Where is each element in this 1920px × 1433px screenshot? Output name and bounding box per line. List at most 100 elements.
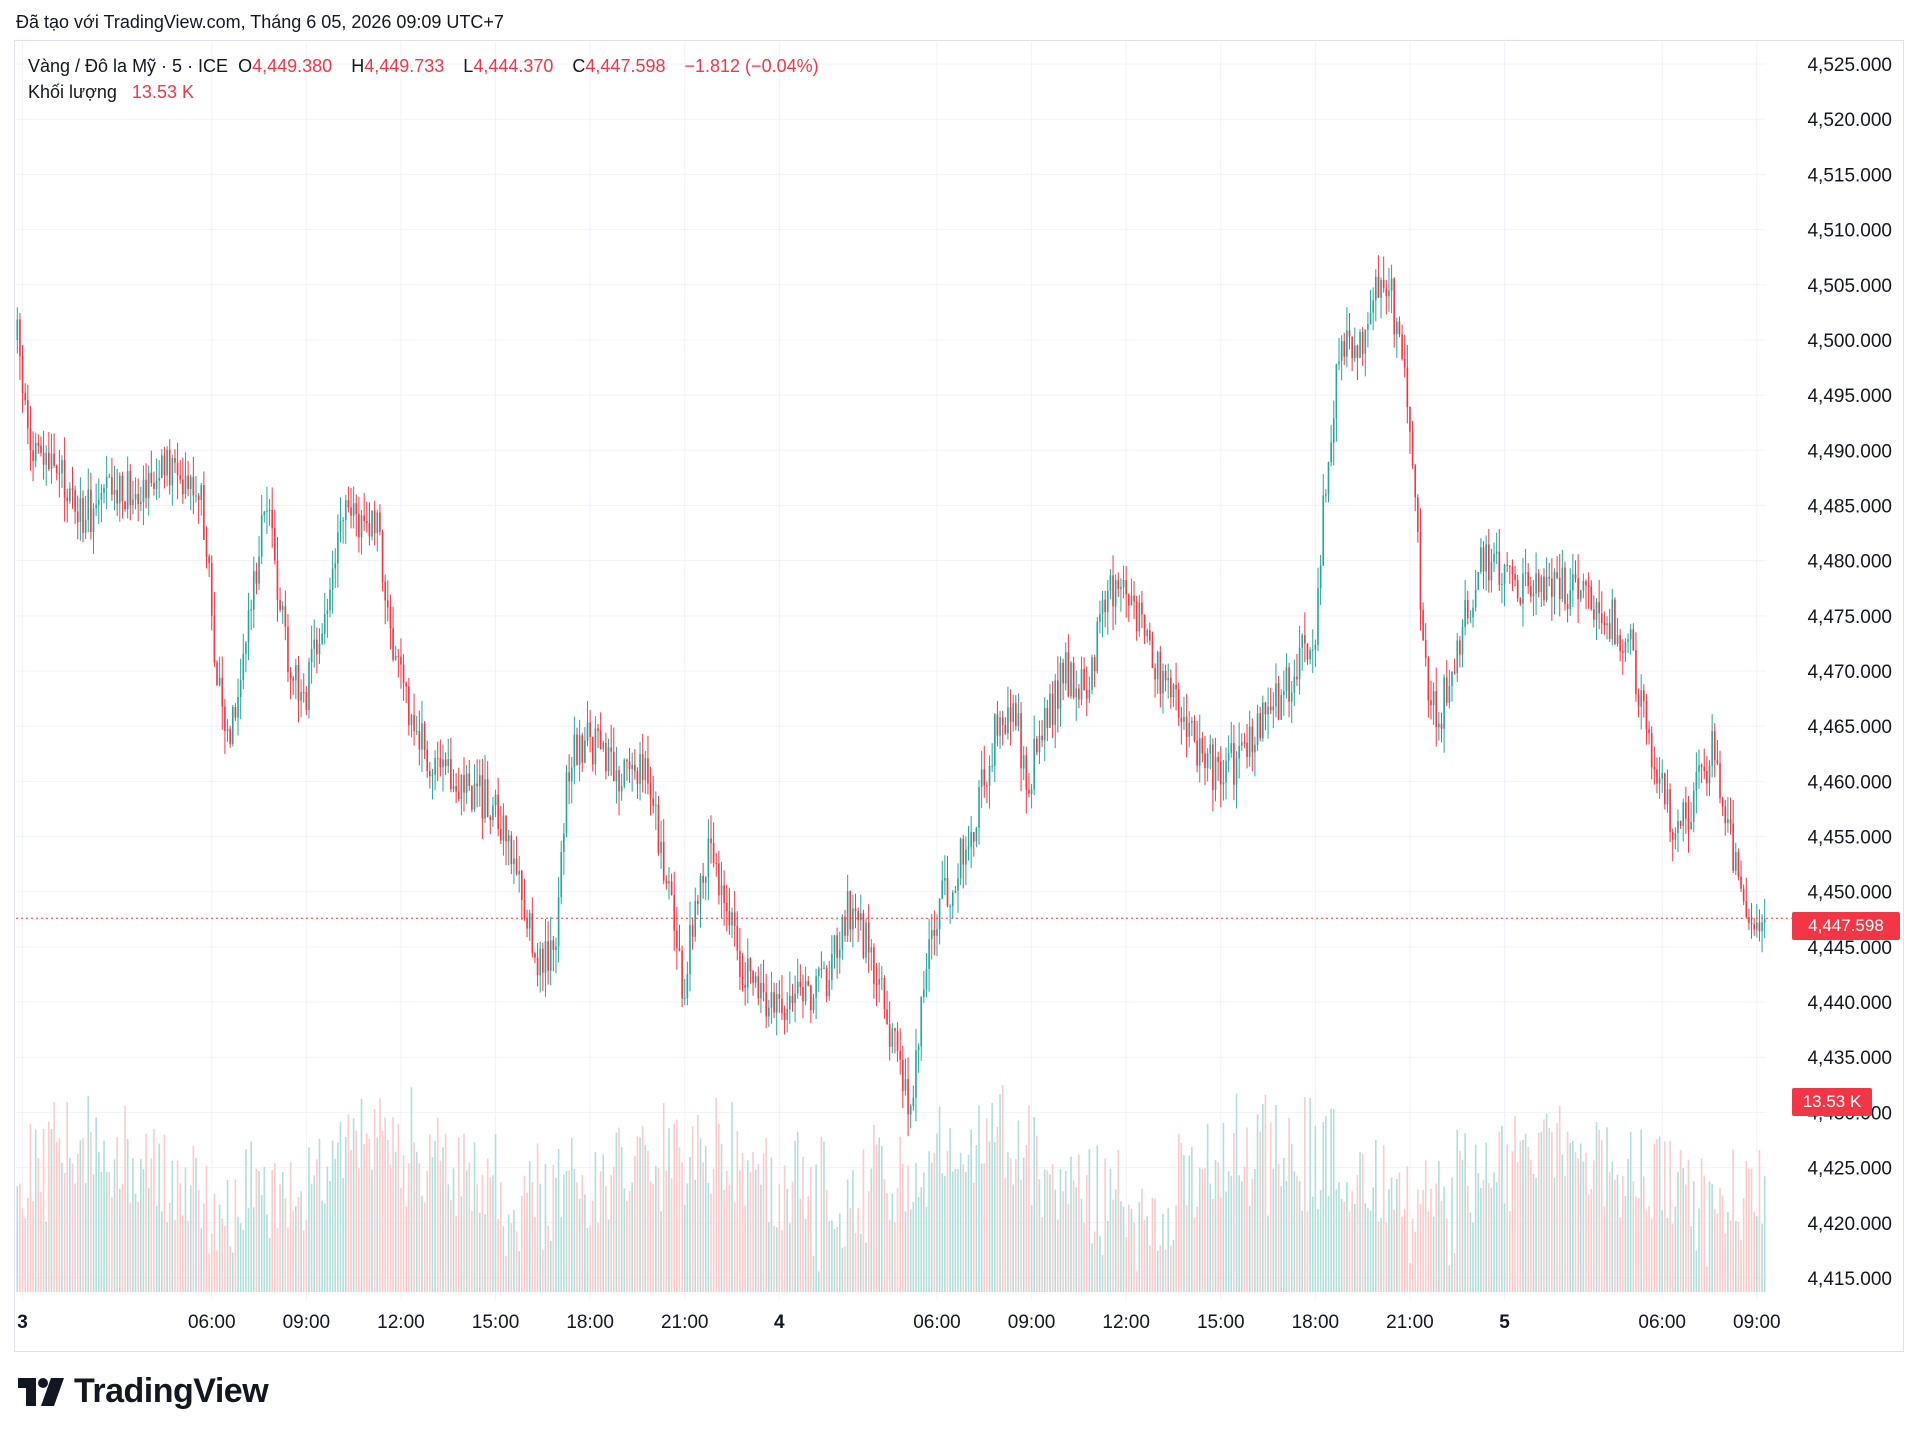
volume-bar [1219,1197,1222,1292]
candle-body [649,783,652,799]
volume-bar [1440,1200,1443,1292]
volume-bar [1277,1163,1280,1292]
candle-body [1311,649,1314,651]
candle-body [610,747,612,752]
volume-bar [1401,1216,1403,1292]
volume-bar [481,1174,484,1292]
candle-body [1283,691,1285,696]
candle-body [639,753,641,784]
candle-body [631,764,633,769]
candle-body [1422,610,1424,641]
volume-bar [1598,1130,1600,1292]
candle-body [310,648,313,663]
volume-bar [502,1226,505,1292]
volume-bar [284,1198,287,1292]
volume-bar [1343,1201,1346,1292]
volume-bar [912,1202,915,1292]
candle-body [1511,566,1514,575]
volume-bar [1290,1143,1293,1292]
candle-body [993,714,996,766]
candle-body [907,1079,909,1115]
volume-bar [1227,1171,1230,1292]
volume-bar [192,1145,195,1292]
candle-body [854,908,857,912]
volume-bar [1577,1158,1579,1292]
candle-body [1540,576,1543,593]
volume-bar [287,1227,289,1292]
volume-bar [484,1214,486,1292]
volume-bar [394,1151,397,1292]
volume-bar [1629,1131,1632,1292]
candle-body [402,664,405,683]
volume-bar [668,1127,670,1292]
volume-bar [355,1130,358,1292]
candle-body [134,494,137,500]
candle-body [746,958,749,988]
candle-body [1317,588,1319,645]
candle-body [715,863,718,865]
volume-bar [1382,1144,1385,1292]
volume-bar [697,1114,699,1292]
volume-bar [153,1128,155,1292]
candle-body [1658,778,1661,784]
candle-body [807,981,810,986]
volume-bar [547,1225,549,1292]
candle-body [1261,702,1264,739]
volume-bar [118,1188,121,1292]
volume-bar [1112,1199,1114,1292]
volume-bar [1025,1144,1028,1292]
volume-bar [544,1164,547,1292]
volume-bar [334,1158,337,1292]
volume-bar [523,1175,526,1292]
candle-body [1064,652,1067,684]
volume-bar [641,1126,644,1292]
volume-bar [1372,1187,1374,1292]
volume-bar [1164,1249,1167,1292]
volume-bar [660,1211,662,1292]
symbol-label[interactable]: Vàng / Đô la Mỹ · 5 · ICE [28,56,229,76]
candle-body [1453,671,1456,674]
volume-bar [316,1159,318,1292]
volume-bar [1204,1168,1206,1292]
candle-body [949,906,951,908]
volume-bar [1259,1131,1261,1292]
candle-body [258,556,260,584]
volume-bar [967,1154,970,1292]
volume-bar [302,1230,305,1292]
volume-bar [1445,1218,1448,1292]
volume-bar [1041,1217,1043,1292]
volume-bar [1661,1210,1664,1292]
volume-bar [1490,1187,1493,1292]
candle-body [865,922,867,958]
volume-bar [1091,1243,1093,1292]
volume-bar [975,1145,978,1292]
volume-bar [954,1168,957,1292]
tradingview-logo[interactable]: TradingView [18,1372,269,1411]
candle-body [226,728,229,732]
time-tick: 18:00 [566,1312,614,1333]
candle-body [691,924,694,937]
volume-bar [429,1134,431,1292]
time-tick: 12:00 [1102,1312,1150,1333]
volume-bar [1007,1152,1009,1292]
volume-bar [549,1241,552,1292]
candle-body [147,472,150,498]
volume-bar [770,1157,773,1292]
price-tick: 4,485.000 [1807,496,1892,517]
volume-bar [1256,1114,1259,1292]
candle-body [205,539,208,557]
candle-body [1301,635,1304,648]
volume-bar [812,1256,815,1292]
candle-body [113,489,116,495]
candle-body [1595,602,1598,620]
candle-body [1156,652,1159,680]
candle-body [951,892,954,907]
volume-bar [539,1183,542,1292]
volume-bar [1070,1156,1072,1292]
volume-bar [308,1147,310,1292]
volume-bar [436,1117,439,1292]
volume-bar [1238,1175,1240,1292]
candle-body [95,504,97,509]
volume-label[interactable]: Khối lượng [28,82,117,102]
